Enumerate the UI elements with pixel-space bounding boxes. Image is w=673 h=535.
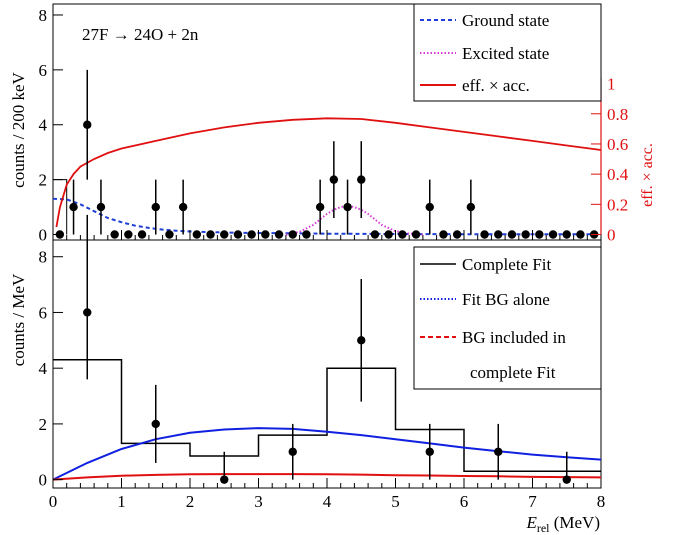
top-data-point — [220, 230, 229, 239]
top-data-point — [480, 230, 489, 239]
top-data-point — [96, 202, 106, 212]
right-y-tick-label: 0.4 — [607, 165, 629, 184]
top-data-point — [357, 175, 366, 184]
reaction-annotation: 27F → 24O + 2n — [82, 25, 199, 44]
bg-alone-curve — [52, 427, 602, 481]
top-y-tick-label: 8 — [39, 6, 48, 25]
legend-label-ground: Ground state — [462, 11, 549, 30]
top-data-point — [535, 230, 544, 239]
top-data-point — [165, 230, 174, 239]
legend-label-excited: Excited state — [462, 44, 549, 63]
top-data-point — [466, 202, 476, 212]
legend-label-complete-fit: Complete Fit — [462, 255, 552, 274]
top-data-point — [384, 230, 393, 239]
x-tick-label: 8 — [597, 492, 606, 511]
top-data-point — [494, 230, 503, 239]
bottom-y-tick-label: 8 — [39, 248, 48, 267]
top-data-point — [329, 175, 339, 184]
top-data-point — [521, 230, 530, 239]
top-data-point — [274, 230, 284, 239]
top-data-point — [110, 230, 119, 239]
top-y-tick-label: 6 — [39, 61, 48, 80]
bottom-y-tick-label: 0 — [39, 471, 48, 490]
top-data-point — [233, 230, 243, 239]
bg-included-curve — [52, 473, 602, 481]
top-data-point — [411, 230, 421, 239]
bottom-y-tick-label: 4 — [39, 359, 48, 378]
top-data-point — [83, 120, 92, 129]
x-tick-label: 0 — [49, 492, 58, 511]
top-plot-area — [52, 69, 602, 239]
top-y-tick-label: 2 — [39, 171, 48, 190]
top-y-tick-label: 0 — [39, 226, 48, 245]
top-data-point — [288, 230, 297, 239]
bottom-data-point — [562, 475, 571, 484]
top-legend: Ground state Excited state eff. × acc. — [413, 3, 602, 102]
top-data-point — [452, 230, 462, 239]
bottom-plot-area — [52, 214, 602, 484]
top-data-point — [178, 202, 188, 212]
right-y-tick-label: 0.8 — [607, 105, 628, 124]
top-data-point — [398, 230, 407, 239]
x-tick-label: 6 — [460, 492, 469, 511]
top-data-point — [370, 230, 380, 239]
excited-state-curve — [285, 204, 423, 236]
right-axis-label: eff. × acc. — [639, 143, 656, 207]
top-data-point — [261, 230, 270, 239]
top-y-axis-label: counts / 200 keV — [9, 71, 28, 187]
top-data-point — [576, 230, 585, 239]
right-y-tick-label: 0 — [607, 226, 616, 245]
x-tick-label: 1 — [117, 492, 126, 511]
top-data-point — [425, 202, 434, 212]
top-data-point — [206, 230, 215, 239]
legend-label-bg-included: BG included in — [462, 328, 566, 347]
top-data-point — [69, 202, 78, 212]
efficiency-curve — [55, 117, 602, 228]
x-tick-label: 7 — [528, 492, 537, 511]
top-data-point — [247, 230, 256, 239]
top-data-point — [302, 230, 311, 239]
axes: 0 2 4 6 8 0 0.2 0.4 0.6 0.8 1 0 2 4 6 8 0 1 2 3 4 5 6 7 8 — [39, 6, 629, 511]
bottom-y-axis-label: counts / MeV — [9, 273, 28, 366]
bottom-y-tick-label: 6 — [39, 303, 48, 322]
right-y-tick-label: 0.6 — [607, 135, 628, 154]
legend-label-eff: eff. × acc. — [462, 76, 530, 95]
right-y-tick-label: 0.2 — [607, 195, 628, 214]
bottom-data-point — [151, 419, 160, 429]
ground-state-curve — [52, 197, 601, 236]
bottom-data-point — [83, 308, 92, 317]
top-y-tick-label: 4 — [39, 116, 48, 135]
top-data-point — [343, 202, 352, 212]
bottom-legend: Complete Fit Fit BG alone BG included in… — [413, 246, 602, 390]
bottom-data-point — [494, 447, 503, 456]
top-data-point — [137, 230, 147, 239]
bottom-data-point — [425, 447, 434, 456]
x-tick-label: 3 — [254, 492, 263, 511]
top-data-point — [124, 230, 133, 239]
top-data-point — [151, 202, 160, 212]
x-tick-label: 4 — [323, 492, 332, 511]
right-y-tick-label: 1 — [607, 75, 616, 94]
top-data-point — [548, 230, 558, 239]
top-data-point — [315, 202, 325, 212]
bottom-data-point — [220, 475, 229, 484]
x-tick-label: 2 — [186, 492, 195, 511]
top-data-point — [192, 230, 202, 239]
bottom-data-point — [288, 447, 297, 456]
bottom-y-tick-label: 2 — [39, 415, 48, 434]
x-axis-label: Erel (MeV) — [525, 513, 600, 535]
top-data-point — [562, 230, 571, 239]
legend-label-bg-alone: Fit BG alone — [462, 290, 550, 309]
top-data-point — [507, 230, 517, 239]
x-tick-label: 5 — [391, 492, 400, 511]
bottom-data-point — [357, 336, 366, 345]
top-data-point — [439, 230, 448, 239]
legend-label-bg-included-cont: complete Fit — [470, 363, 556, 382]
